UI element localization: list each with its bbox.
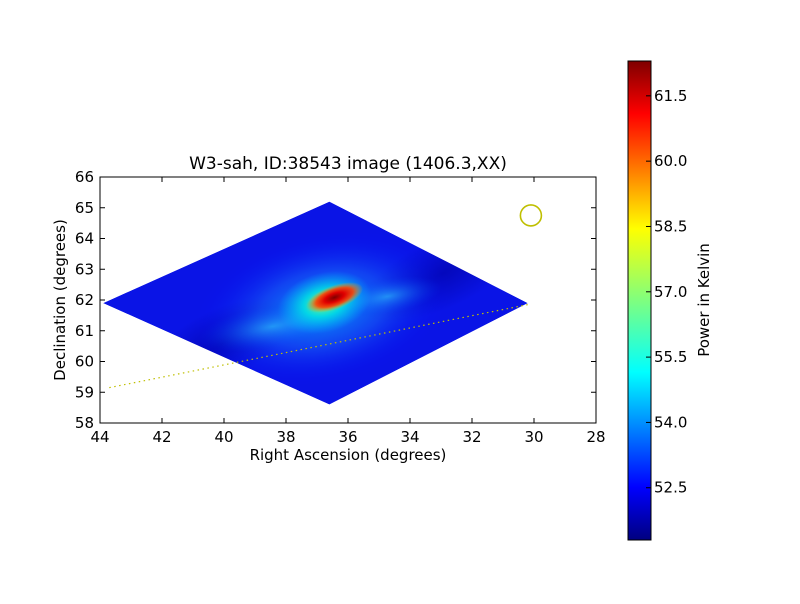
heatmap-peak [306, 282, 363, 313]
x-tick-label: 34 [400, 428, 419, 446]
y-tick-label: 63 [75, 260, 94, 278]
x-tick-label: 42 [152, 428, 171, 446]
y-tick-label: 66 [75, 168, 94, 186]
x-axis-label: Right Ascension (degrees) [250, 446, 447, 464]
colorbar-tick-label: 58.5 [654, 217, 687, 235]
y-tick-label: 59 [75, 383, 94, 401]
colorbar-tick-label: 60.0 [654, 152, 687, 170]
dotted-track-line [109, 304, 528, 389]
y-axis-label: Declination (degrees) [51, 219, 69, 381]
y-tick-label: 61 [75, 322, 94, 340]
y-tick-label: 62 [75, 291, 94, 309]
y-tick-label: 60 [75, 353, 94, 371]
x-tick-label: 28 [586, 428, 605, 446]
x-tick-label: 36 [338, 428, 357, 446]
x-tick-label: 30 [524, 428, 543, 446]
beam-marker [519, 204, 543, 227]
colorbar-axis: 52.5 54.0 55.5 57.0 58.5 60.0 61.5 [646, 87, 687, 497]
x-axis: 44 42 40 38 36 34 32 30 28 [90, 177, 606, 446]
colorbar-label: Power in Kelvin [695, 243, 713, 357]
y-tick-label: 58 [75, 414, 94, 432]
colorbar-tick-label: 52.5 [654, 479, 687, 497]
chart-title: W3-sah, ID:38543 image (1406.3,XX) [189, 154, 507, 174]
colorbar-tick-label: 57.0 [654, 283, 687, 301]
colorbar-tick-label: 61.5 [654, 87, 687, 105]
y-tick-label: 64 [75, 230, 94, 248]
colorbar [627, 60, 652, 541]
x-tick-label: 32 [462, 428, 481, 446]
x-tick-label: 44 [90, 428, 109, 446]
colorbar-tick-label: 54.0 [654, 413, 687, 431]
y-axis: 58 59 60 61 62 63 64 65 66 [75, 168, 596, 432]
y-tick-label: 65 [75, 199, 94, 217]
colorbar-tick-label: 55.5 [654, 348, 687, 366]
x-tick-label: 38 [276, 428, 295, 446]
x-tick-label: 40 [214, 428, 233, 446]
